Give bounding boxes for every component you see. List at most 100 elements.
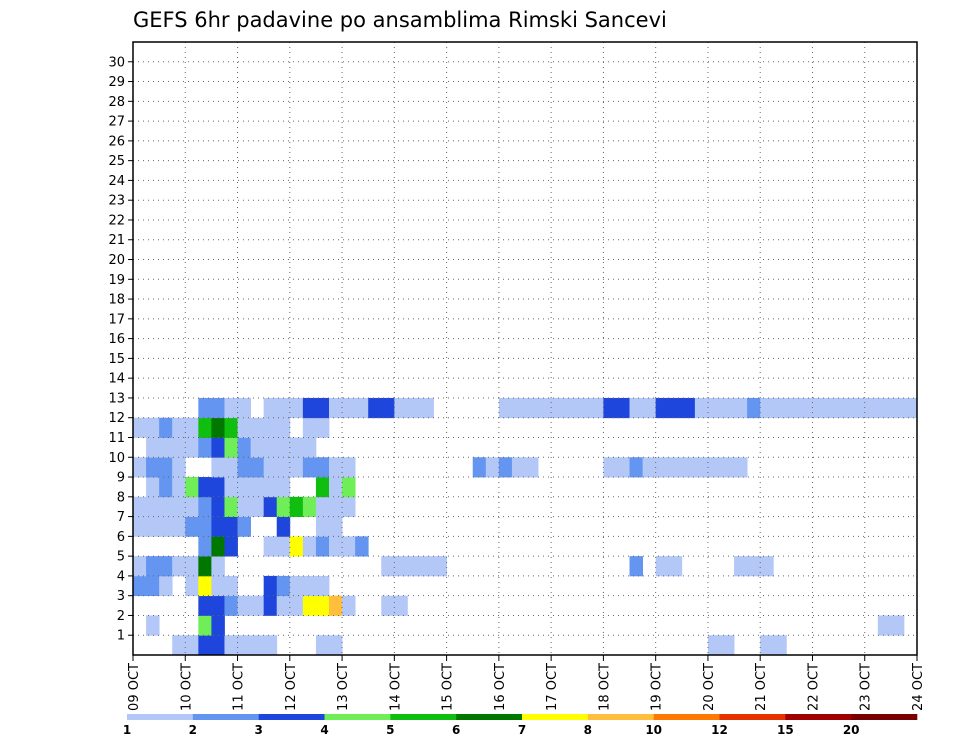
x-tick-label: 19 OCT [650, 663, 665, 711]
x-tick-label: 15 OCT [441, 663, 456, 711]
heatmap-cell [315, 595, 330, 616]
y-tick-label: 9 [117, 471, 125, 486]
heatmap-cell [263, 397, 278, 419]
colorbar-swatch [258, 714, 325, 720]
heatmap-cell [146, 575, 160, 597]
heatmap-cell [734, 556, 748, 577]
heatmap-cell [707, 457, 722, 478]
heatmap-cell [342, 496, 356, 517]
heatmap-cell [329, 397, 343, 419]
y-tick-label: 23 [108, 194, 125, 209]
heatmap-cell [185, 496, 199, 517]
colorbar-label: 3 [254, 723, 262, 737]
heatmap-cell [224, 397, 238, 419]
heatmap-cell [877, 397, 892, 419]
heatmap-cell [133, 457, 147, 478]
heatmap-cell [237, 397, 251, 419]
y-tick-label: 30 [108, 55, 125, 70]
x-tick-label: 12 OCT [284, 663, 299, 711]
heatmap-cell [616, 457, 630, 478]
y-tick-label: 4 [117, 569, 125, 584]
heatmap-cell [250, 595, 265, 616]
heatmap-cell [420, 556, 434, 577]
heatmap-cell [525, 457, 539, 478]
heatmap-cell [159, 477, 173, 498]
heatmap-cell [146, 496, 160, 517]
heatmap-cell [342, 457, 356, 478]
heatmap-cell [760, 556, 774, 577]
heatmap-cell [146, 457, 160, 478]
heatmap-cell [133, 496, 147, 517]
heatmap-cell [394, 397, 408, 419]
heatmap-cell [394, 556, 408, 577]
heatmap-cell [146, 477, 160, 498]
heatmap-cell [655, 457, 670, 478]
y-tick-label: 5 [117, 550, 125, 565]
heatmap-cell [159, 437, 173, 458]
heatmap-cell [172, 417, 186, 438]
heatmap-cell [159, 556, 173, 577]
heatmap-cell [329, 457, 343, 478]
heatmap-cell [289, 496, 304, 517]
heatmap-cell [133, 575, 147, 597]
heatmap-cell [629, 397, 643, 419]
heatmap-cell [629, 457, 643, 478]
heatmap-cell [276, 575, 291, 597]
heatmap-cell [381, 556, 395, 577]
heatmap-cell [302, 417, 317, 438]
heatmap-cell [668, 556, 683, 577]
heatmap-cell [329, 477, 343, 498]
heatmap-cell [224, 635, 238, 656]
heatmap-cell [329, 496, 343, 517]
heatmap-cell [511, 397, 526, 419]
x-tick-label: 22 OCT [806, 663, 821, 711]
heatmap-cell [263, 536, 278, 557]
colorbar-swatch [719, 714, 786, 720]
colorbar-swatch [653, 714, 720, 720]
colorbar-swatch [390, 714, 457, 720]
heatmap-cell [172, 496, 186, 517]
heatmap-cell [721, 397, 735, 419]
x-tick-label: 10 OCT [179, 663, 194, 711]
heatmap-cell [276, 536, 291, 557]
heatmap-cell [276, 457, 291, 478]
heatmap-cell [342, 477, 356, 498]
heatmap-cell [185, 556, 199, 577]
heatmap-cell [864, 397, 879, 419]
heatmap-cell [315, 397, 330, 419]
y-tick-label: 10 [108, 451, 125, 466]
heatmap-cell [289, 437, 304, 458]
heatmap-cell [185, 516, 199, 537]
x-tick-label: 17 OCT [545, 663, 560, 711]
y-tick-label: 1 [117, 629, 125, 644]
heatmap-cell [198, 437, 212, 458]
heatmap-cell [407, 556, 421, 577]
heatmap-cell [302, 457, 317, 478]
heatmap-cells [133, 397, 918, 656]
heatmap-cell [668, 457, 683, 478]
heatmap-cell [211, 397, 225, 419]
y-tick-label: 15 [108, 352, 125, 367]
heatmap-cell [211, 477, 225, 498]
colorbar-label: 5 [386, 723, 394, 737]
heatmap-cell [681, 397, 696, 419]
y-tick-label: 17 [108, 312, 125, 327]
heatmap-cell [315, 516, 330, 537]
heatmap-cell [276, 595, 291, 616]
y-tick-label: 18 [108, 293, 125, 308]
heatmap-cell [302, 397, 317, 419]
heatmap-cell [707, 635, 722, 656]
y-tick-label: 16 [108, 332, 125, 347]
heatmap-cell [342, 595, 356, 616]
heatmap-cell [211, 615, 225, 636]
y-tick-label: 8 [117, 490, 125, 505]
heatmap-cell [289, 595, 304, 616]
heatmap-cell [838, 397, 853, 419]
heatmap-cell [655, 556, 670, 577]
heatmap-cell [342, 536, 356, 557]
y-tick-label: 25 [108, 154, 125, 169]
heatmap-cell [237, 595, 251, 616]
heatmap-cell [276, 496, 291, 517]
heatmap-cell [263, 635, 278, 656]
heatmap-cell [198, 635, 212, 656]
